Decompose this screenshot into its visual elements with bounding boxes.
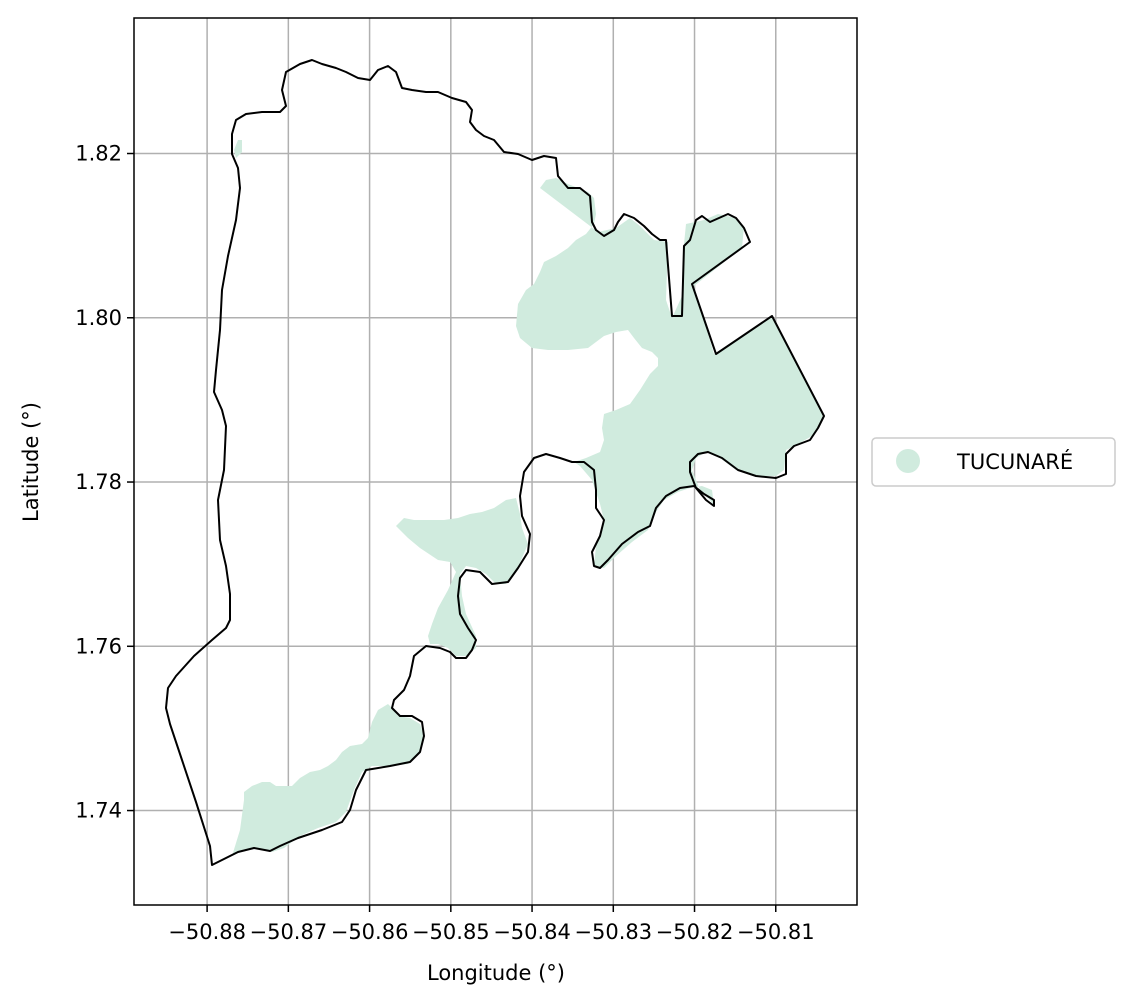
x-tick-label: −50.88 [168, 920, 246, 944]
x-tick-label: −50.81 [737, 920, 815, 944]
y-tick-label: 1.76 [75, 634, 122, 658]
y-axis-label: Latitude (°) [19, 402, 43, 522]
y-axis: 1.74 1.76 1.78 1.80 1.82 [75, 142, 134, 823]
x-tick-label: −50.84 [493, 920, 571, 944]
x-axis: −50.88 −50.87 −50.86 −50.85 −50.84 −50.83 −50.… [168, 905, 815, 944]
legend: TUCUNARÉ [871, 437, 1116, 487]
y-tick-label: 1.74 [75, 799, 122, 823]
y-tick-label: 1.78 [75, 470, 122, 494]
x-axis-label: Longitude (°) [427, 961, 565, 985]
y-tick-label: 1.80 [75, 306, 122, 330]
plot-frame [133, 17, 858, 906]
x-tick-label: −50.83 [574, 920, 652, 944]
tucunare-fill [232, 140, 824, 856]
x-tick-label: −50.85 [412, 920, 490, 944]
x-tick-label: −50.87 [249, 920, 327, 944]
boundary [165, 59, 825, 866]
legend-label-tucunare: TUCUNARÉ [956, 449, 1073, 474]
x-tick-label: −50.86 [331, 920, 409, 944]
y-tick-label: 1.82 [75, 142, 122, 166]
tucunare-region [232, 140, 824, 856]
x-tick-label: −50.82 [656, 920, 734, 944]
boundary-outline [165, 59, 825, 866]
legend-marker-tucunare [896, 449, 920, 473]
legend-frame [871, 437, 1116, 487]
